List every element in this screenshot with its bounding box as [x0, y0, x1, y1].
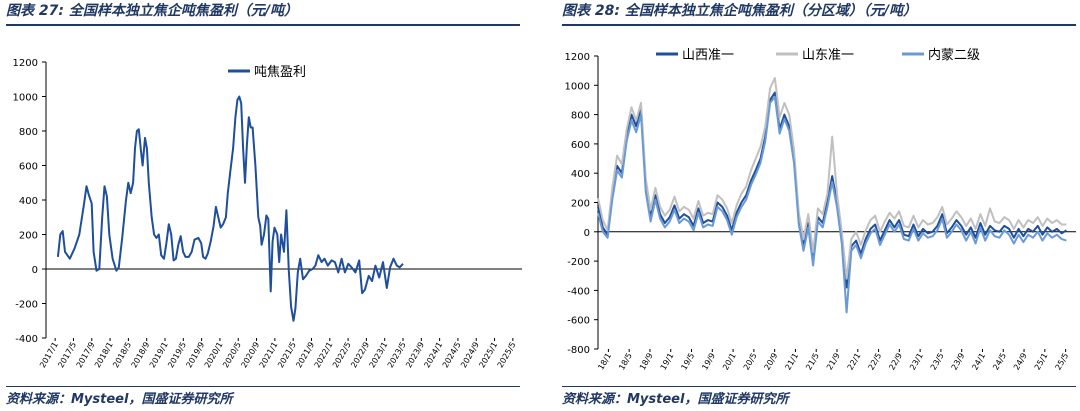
x-tick-label: 23/5: [929, 352, 946, 372]
x-tick-label: 24/9: [1012, 352, 1029, 372]
x-tick-label: 25/5: [1054, 352, 1071, 372]
x-tick-label: 23/9: [950, 352, 967, 372]
figure-27-top-rule: [6, 24, 520, 26]
x-tick-label: 24/1: [970, 352, 987, 372]
series-line-1: [597, 91, 1067, 289]
y-tick-label: 600: [19, 162, 38, 173]
y-tick-label: 1000: [13, 93, 38, 104]
x-tick-label: 18/5: [617, 352, 634, 372]
y-tick-label: 0: [32, 265, 38, 276]
y-tick-label: 0: [584, 228, 590, 239]
y-tick-label: 400: [19, 196, 38, 207]
legend-label-2: 山东准一: [802, 48, 854, 63]
chart-27: -400-2000200400600800100012002017/12017/…: [13, 58, 522, 369]
x-tick-label: 18/1: [596, 352, 613, 372]
y-tick-label: 800: [19, 127, 38, 138]
x-tick-label: 19/1: [659, 352, 676, 372]
x-tick-label: 22/5: [867, 352, 884, 372]
y-tick-label: -200: [567, 257, 590, 268]
x-tick-label: 24/5: [991, 352, 1008, 372]
series-line-2: [597, 77, 1067, 280]
figure-27-title: 图表 27: 全国样本独立焦企吨焦盈利（元/吨）: [6, 3, 298, 19]
y-tick-label: -800: [567, 345, 590, 356]
x-tick-label: 22/1: [846, 352, 863, 372]
legend-label-1: 山西准一: [682, 48, 734, 63]
x-tick-label: 20/9: [763, 352, 780, 372]
series-line-1: [56, 95, 404, 322]
y-tick-label: 1000: [565, 81, 590, 92]
figure-28-title: 图表 28: 全国样本独立焦企吨焦盈利（分区域）（元/吨）: [562, 3, 917, 19]
x-tick-label: 18/9: [638, 352, 655, 372]
figure-28-top-rule: [562, 24, 1076, 26]
x-tick-label: 21/9: [825, 352, 842, 372]
series-line-3: [597, 96, 1067, 314]
y-tick-label: 800: [571, 111, 590, 122]
y-tick-label: 1200: [565, 52, 590, 63]
x-tick-label: 19/9: [700, 352, 717, 372]
x-tick-label: 21/5: [804, 352, 821, 372]
y-tick-label: 400: [571, 169, 590, 180]
chart-28: -800 -600 -400 -200 0 200 400 600 800 1000 1200 18/…: [565, 47, 1076, 372]
x-tick-label: 25/1: [1033, 351, 1050, 371]
x-tick-label: 19/5: [679, 352, 696, 372]
y-tick-label: -400: [15, 334, 38, 345]
figure-28-source: 资料来源：Mysteel，国盛证券研究所: [562, 392, 789, 407]
y-tick-label: -600: [567, 316, 590, 327]
figure-28-bottom-rule: [562, 386, 1076, 387]
x-tick-label: 21/1: [783, 352, 800, 372]
x-tick-label: 20/5: [742, 352, 759, 372]
x-tick-label: 22/9: [887, 352, 904, 372]
legend-label-1: 吨焦盈利: [254, 65, 306, 80]
y-tick-label: -200: [15, 300, 38, 311]
x-tick-label: 20/1: [721, 352, 738, 372]
figure-27-source: 资料来源：Mysteel，国盛证券研究所: [6, 392, 233, 407]
legend-label-3: 内蒙二级: [928, 47, 980, 63]
figure-27-bottom-rule: [6, 386, 520, 387]
y-tick-label: 1200: [13, 58, 38, 69]
y-tick-label: 200: [19, 231, 38, 242]
y-tick-label: 600: [571, 140, 590, 151]
x-tick-label: 23/1: [908, 352, 925, 372]
y-tick-label: 200: [571, 199, 590, 210]
y-tick-label: -400: [567, 286, 590, 297]
